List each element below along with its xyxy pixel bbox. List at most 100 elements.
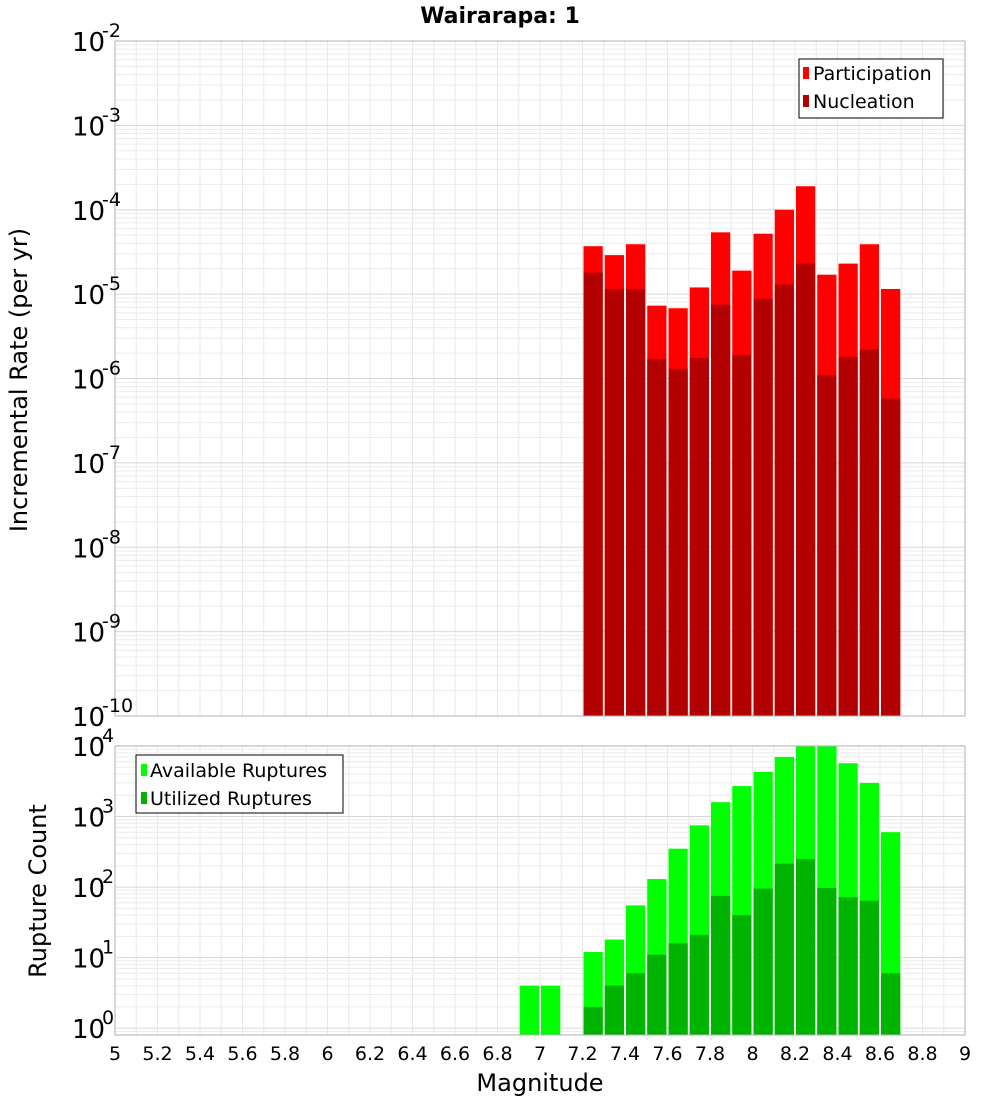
bottom-y-tick-exponent: 0 bbox=[102, 1007, 114, 1029]
x-axis-label: Magnitude bbox=[476, 1069, 603, 1097]
x-tick-label: 5.8 bbox=[270, 1043, 300, 1065]
top-bar-nucleation bbox=[881, 398, 901, 716]
bottom-bar-utilized-ruptures bbox=[774, 863, 794, 1035]
bottom-bar-utilized-ruptures bbox=[796, 859, 816, 1035]
x-tick-label: 8.8 bbox=[907, 1043, 937, 1065]
top-y-tick-exponent: -9 bbox=[102, 611, 121, 633]
x-tick-label: 5 bbox=[109, 1043, 121, 1065]
top-bar-nucleation bbox=[689, 357, 709, 716]
top-y-tick-exponent: -8 bbox=[102, 526, 121, 548]
top-bar-nucleation bbox=[774, 284, 794, 716]
x-tick-label: 7.4 bbox=[610, 1043, 640, 1065]
bottom-legend: Available Ruptures Utilized Ruptures bbox=[135, 754, 344, 814]
x-tick-label: 8 bbox=[746, 1043, 758, 1065]
x-tick-label: 6.4 bbox=[397, 1043, 427, 1065]
bottom-bar-utilized-ruptures bbox=[711, 895, 731, 1035]
legend-swatch-utilized bbox=[141, 792, 147, 804]
bottom-bar-utilized-ruptures bbox=[881, 973, 901, 1035]
bottom-y-tick-exponent: 2 bbox=[102, 866, 114, 888]
legend-label-available: Available Ruptures bbox=[150, 760, 327, 782]
bottom-legend-box bbox=[135, 754, 344, 814]
x-tick-label: 7.2 bbox=[567, 1043, 597, 1065]
bottom-bar-utilized-ruptures bbox=[647, 954, 667, 1035]
top-bar-nucleation bbox=[838, 356, 858, 716]
top-bar-nucleation bbox=[859, 349, 879, 716]
bottom-bar-utilized-ruptures bbox=[689, 934, 709, 1035]
top-y-tick-base: 10 bbox=[72, 534, 105, 564]
top-y-tick-base: 10 bbox=[72, 112, 105, 142]
x-tick-label: 8.4 bbox=[822, 1043, 852, 1065]
bottom-bar-utilized-ruptures bbox=[604, 985, 624, 1035]
top-y-tick-base: 10 bbox=[72, 703, 105, 733]
top-bars bbox=[583, 186, 901, 717]
top-y-tick-exponent: -6 bbox=[102, 358, 121, 380]
bottom-bars bbox=[519, 746, 901, 1035]
bottom-bar-utilized-ruptures bbox=[859, 900, 879, 1035]
top-y-tick-base: 10 bbox=[72, 450, 105, 480]
bottom-y-tick-base: 10 bbox=[72, 733, 105, 763]
top-plot-border bbox=[114, 40, 966, 717]
x-tick-label: 6.8 bbox=[482, 1043, 512, 1065]
bottom-bar-utilized-ruptures bbox=[838, 897, 858, 1035]
x-tick-label: 5.6 bbox=[227, 1043, 257, 1065]
bottom-y-tick-exponent: 4 bbox=[102, 725, 114, 747]
bottom-bar-available-ruptures bbox=[519, 985, 539, 1035]
legend-swatch-nucleation bbox=[803, 95, 809, 107]
top-y-tick-exponent: -7 bbox=[102, 442, 121, 464]
top-y-tick-base: 10 bbox=[72, 197, 105, 227]
top-y-tick-exponent: -10 bbox=[102, 695, 133, 717]
bottom-bar-utilized-ruptures bbox=[732, 915, 752, 1035]
top-y-tick-base: 10 bbox=[72, 366, 105, 396]
bottom-bar-utilized-ruptures bbox=[626, 973, 646, 1035]
x-tick-label: 6 bbox=[321, 1043, 333, 1065]
bottom-y-tick-base: 10 bbox=[72, 874, 105, 904]
x-tick-label: 5.2 bbox=[142, 1043, 172, 1065]
top-legend: Participation Nucleation bbox=[798, 58, 944, 119]
bottom-y-tick-exponent: 1 bbox=[102, 937, 114, 959]
bottom-y-tick-base: 10 bbox=[72, 804, 105, 834]
top-legend-box bbox=[798, 58, 944, 119]
x-tick-label: 7.8 bbox=[695, 1043, 725, 1065]
top-bar-nucleation bbox=[647, 359, 667, 716]
legend-label-utilized: Utilized Ruptures bbox=[150, 788, 312, 810]
bottom-bar-utilized-ruptures bbox=[583, 1006, 603, 1035]
top-bar-nucleation bbox=[732, 354, 752, 716]
top-bar-nucleation bbox=[604, 289, 624, 716]
legend-label-nucleation: Nucleation bbox=[813, 91, 915, 113]
bottom-y-tick-base: 10 bbox=[72, 945, 105, 975]
legend-label-participation: Participation bbox=[813, 63, 932, 85]
top-bar-nucleation bbox=[753, 298, 773, 716]
x-tick-label: 6.2 bbox=[355, 1043, 385, 1065]
top-y-tick-base: 10 bbox=[72, 619, 105, 649]
chart-title: Wairarapa: 1 bbox=[420, 4, 580, 29]
x-tick-label: 7 bbox=[534, 1043, 546, 1065]
bottom-bar-available-ruptures bbox=[541, 985, 561, 1035]
top-y-tick-base: 10 bbox=[72, 28, 105, 58]
top-bar-nucleation bbox=[796, 263, 816, 716]
x-tick-label: 8.2 bbox=[780, 1043, 810, 1065]
legend-swatch-available bbox=[141, 764, 147, 776]
x-tick-labels: 5 5.2 5.4 5.6 5.8 6 6.2 6.4 6.6 6.8 7 7.2 7.4 7.6 7.8 8… bbox=[109, 1043, 971, 1065]
bottom-y-tick-base: 10 bbox=[72, 1015, 105, 1045]
top-bar-nucleation bbox=[626, 289, 646, 716]
top-gridlines bbox=[114, 40, 966, 717]
legend-swatch-participation bbox=[803, 67, 809, 79]
x-tick-label: 7.6 bbox=[652, 1043, 682, 1065]
top-y-tick-base: 10 bbox=[72, 281, 105, 311]
x-tick-label: 5.4 bbox=[185, 1043, 215, 1065]
bottom-y-tick-exponent: 3 bbox=[102, 796, 114, 818]
top-y-axis-label: Incremental Rate (per yr) bbox=[5, 228, 33, 532]
top-bar-nucleation bbox=[583, 272, 603, 716]
top-bar-nucleation bbox=[817, 375, 837, 716]
top-y-tick-exponent: -5 bbox=[102, 273, 121, 295]
bottom-plot-border bbox=[114, 745, 966, 1036]
bottom-bar-utilized-ruptures bbox=[817, 888, 837, 1035]
x-tick-label: 6.6 bbox=[440, 1043, 470, 1065]
x-tick-label: 8.6 bbox=[865, 1043, 895, 1065]
x-tick-label: 9 bbox=[959, 1043, 971, 1065]
